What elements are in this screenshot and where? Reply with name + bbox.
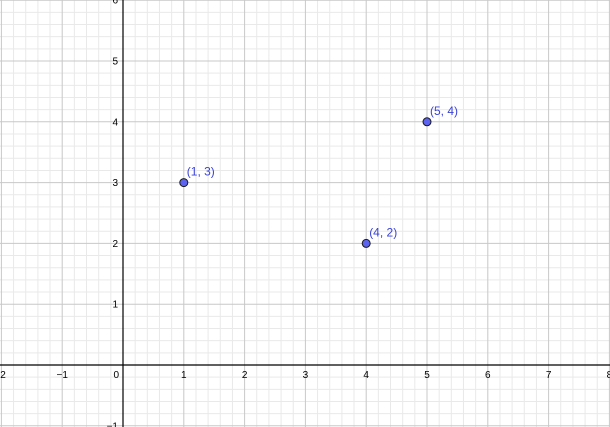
x-tick-label: 7: [546, 370, 552, 381]
y-tick-label: 2: [112, 239, 118, 250]
x-tick-label: −1: [56, 370, 68, 381]
data-point: [179, 178, 189, 188]
x-tick-label: 6: [485, 370, 491, 381]
y-tick-label: 5: [112, 57, 118, 68]
data-point-label: (4, 2): [369, 225, 397, 239]
x-tick-label: 8: [607, 370, 610, 381]
data-point: [361, 238, 371, 248]
x-tick-label: 1: [181, 370, 187, 381]
x-tick-label: 5: [424, 370, 430, 381]
data-point-label: (5, 4): [430, 104, 458, 118]
data-points: (1, 3) (4, 2) (5, 4): [179, 104, 458, 248]
x-tick-label: 3: [303, 370, 309, 381]
y-tick-label: −1: [107, 421, 119, 427]
x-tick-label: 2: [242, 370, 248, 381]
y-tick-label: 3: [112, 178, 118, 189]
data-point-label: (1, 3): [187, 165, 215, 179]
data-point: [422, 117, 432, 127]
x-tick-label: -2: [0, 370, 6, 381]
y-tick-label: 1: [112, 300, 118, 311]
y-tick-label: 4: [112, 117, 118, 128]
x-tick-label: 0: [113, 370, 119, 381]
x-tick-label: 4: [363, 370, 369, 381]
y-tick-label: 6: [112, 0, 118, 7]
